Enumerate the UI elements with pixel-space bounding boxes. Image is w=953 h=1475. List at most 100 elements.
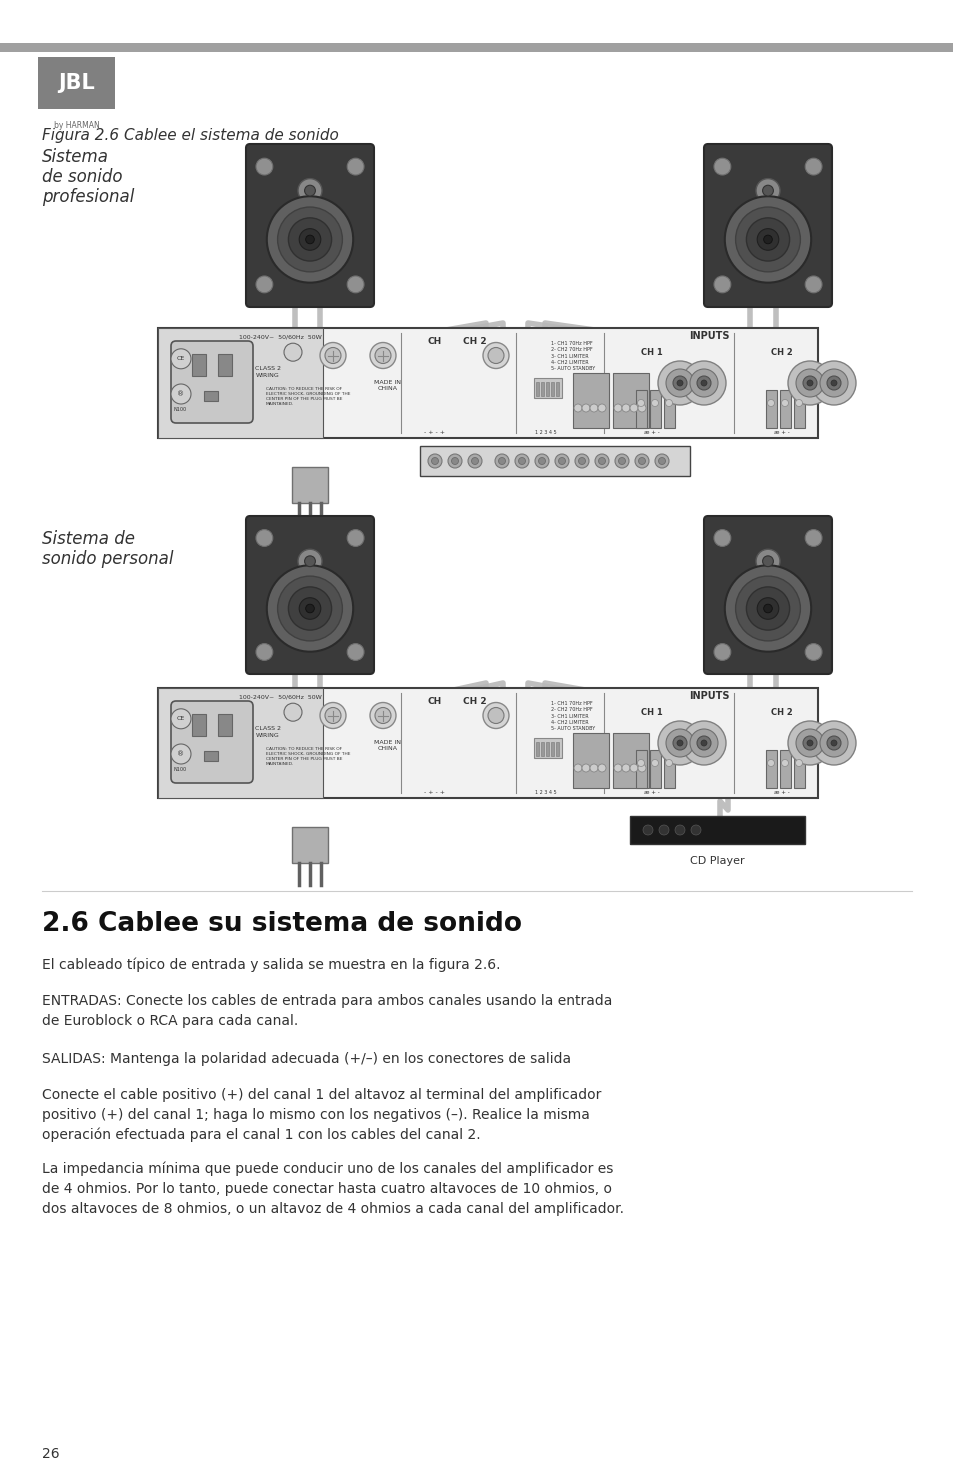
Circle shape bbox=[761, 556, 773, 566]
Circle shape bbox=[621, 764, 629, 771]
Bar bbox=[292, 827, 328, 863]
Bar bbox=[204, 391, 218, 401]
Circle shape bbox=[638, 764, 645, 771]
Bar bbox=[780, 389, 790, 428]
Circle shape bbox=[651, 760, 658, 767]
Text: CAUTION: TO REDUCE THE RISK OF
ELECTRIC SHOCK, GROUNDING OF THE
CENTER PIN OF TH: CAUTION: TO REDUCE THE RISK OF ELECTRIC … bbox=[266, 386, 350, 406]
Bar bbox=[793, 389, 804, 428]
Text: de sonido: de sonido bbox=[42, 168, 122, 186]
Text: CH 2: CH 2 bbox=[770, 348, 792, 357]
Text: Sistema de: Sistema de bbox=[42, 530, 135, 549]
Bar bbox=[663, 749, 675, 788]
Circle shape bbox=[820, 729, 847, 757]
Circle shape bbox=[635, 454, 648, 468]
Circle shape bbox=[802, 736, 816, 749]
Circle shape bbox=[757, 229, 778, 251]
Bar bbox=[649, 749, 660, 788]
Circle shape bbox=[482, 702, 509, 729]
Circle shape bbox=[700, 381, 706, 386]
Circle shape bbox=[325, 348, 340, 363]
Bar bbox=[613, 373, 648, 428]
Circle shape bbox=[267, 196, 353, 283]
Text: - + - +: - + - + bbox=[424, 431, 445, 435]
Circle shape bbox=[589, 404, 598, 412]
Text: Conecte el cable positivo (+) del canal 1 del altavoz al terminal del amplificad: Conecte el cable positivo (+) del canal … bbox=[42, 1089, 600, 1142]
Bar bbox=[629, 816, 804, 844]
Circle shape bbox=[375, 708, 391, 724]
Text: by HARMAN: by HARMAN bbox=[53, 121, 99, 130]
Circle shape bbox=[589, 764, 598, 771]
Bar bbox=[556, 382, 558, 395]
Circle shape bbox=[347, 158, 364, 176]
Circle shape bbox=[488, 708, 503, 724]
Circle shape bbox=[724, 565, 810, 652]
Circle shape bbox=[804, 276, 821, 294]
Circle shape bbox=[781, 400, 788, 407]
Circle shape bbox=[428, 454, 441, 468]
Text: 1- CH1 70Hz HPF
2- CH2 70Hz HPF
3- CH1 LIMITER
4- CH2 LIMITER
5- AUTO STANDBY: 1- CH1 70Hz HPF 2- CH2 70Hz HPF 3- CH1 L… bbox=[551, 701, 595, 732]
Text: COMMERCIAL: COMMERCIAL bbox=[55, 115, 97, 119]
Circle shape bbox=[681, 361, 725, 406]
Circle shape bbox=[735, 577, 800, 642]
Bar bbox=[540, 382, 544, 395]
Text: INPUTS: INPUTS bbox=[688, 330, 728, 341]
Circle shape bbox=[665, 400, 672, 407]
Circle shape bbox=[677, 740, 682, 746]
Circle shape bbox=[638, 457, 645, 465]
Bar bbox=[636, 389, 646, 428]
Circle shape bbox=[795, 400, 801, 407]
Text: Figura 2.6 Cablee el sistema de sonido: Figura 2.6 Cablee el sistema de sonido bbox=[42, 128, 338, 143]
Text: æ + -: æ + - bbox=[643, 791, 659, 795]
Bar bbox=[158, 687, 817, 798]
Circle shape bbox=[665, 729, 693, 757]
Circle shape bbox=[806, 381, 812, 386]
Circle shape bbox=[319, 342, 346, 369]
Circle shape bbox=[804, 158, 821, 176]
Circle shape bbox=[651, 400, 658, 407]
Circle shape bbox=[595, 454, 608, 468]
Circle shape bbox=[637, 760, 644, 767]
Circle shape bbox=[574, 764, 581, 771]
Text: CH 2: CH 2 bbox=[463, 696, 486, 705]
Text: CH: CH bbox=[428, 336, 441, 345]
FancyBboxPatch shape bbox=[171, 341, 253, 423]
Bar bbox=[545, 382, 549, 395]
Circle shape bbox=[171, 384, 191, 404]
Circle shape bbox=[763, 235, 772, 243]
Circle shape bbox=[713, 276, 730, 294]
Text: - + - +: - + - + bbox=[424, 791, 445, 795]
Circle shape bbox=[672, 736, 686, 749]
FancyBboxPatch shape bbox=[246, 516, 374, 674]
Text: CH: CH bbox=[428, 696, 441, 705]
Circle shape bbox=[255, 276, 273, 294]
Circle shape bbox=[713, 530, 730, 546]
Circle shape bbox=[826, 376, 841, 389]
Circle shape bbox=[638, 404, 645, 412]
Circle shape bbox=[675, 825, 684, 835]
Bar bbox=[663, 389, 675, 428]
Circle shape bbox=[658, 457, 665, 465]
Circle shape bbox=[629, 404, 638, 412]
Circle shape bbox=[288, 587, 332, 630]
Text: 100-240V~  50/60Hz  50W: 100-240V~ 50/60Hz 50W bbox=[239, 335, 321, 339]
FancyBboxPatch shape bbox=[171, 701, 253, 783]
Circle shape bbox=[347, 530, 364, 546]
Circle shape bbox=[755, 178, 780, 202]
Text: MADE IN
CHINA: MADE IN CHINA bbox=[375, 739, 401, 751]
Circle shape bbox=[299, 597, 320, 619]
Bar bbox=[556, 742, 558, 757]
Circle shape bbox=[375, 348, 391, 363]
Text: ENTRADAS: Conecte los cables de entrada para ambos canales usando la entrada
de : ENTRADAS: Conecte los cables de entrada … bbox=[42, 994, 612, 1028]
Text: La impedancia mínima que puede conducir uno de los canales del amplificador es
d: La impedancia mínima que puede conducir … bbox=[42, 1162, 623, 1215]
Circle shape bbox=[689, 729, 718, 757]
Text: 2.6 Cablee su sistema de sonido: 2.6 Cablee su sistema de sonido bbox=[42, 912, 521, 937]
Circle shape bbox=[697, 376, 710, 389]
Circle shape bbox=[804, 643, 821, 661]
Bar bbox=[573, 373, 608, 428]
Circle shape bbox=[802, 376, 816, 389]
Text: profesional: profesional bbox=[42, 187, 134, 206]
Text: 1 2 3 4 5: 1 2 3 4 5 bbox=[535, 791, 557, 795]
Circle shape bbox=[598, 457, 605, 465]
Bar bbox=[536, 742, 539, 757]
Text: CH 2: CH 2 bbox=[463, 336, 486, 345]
